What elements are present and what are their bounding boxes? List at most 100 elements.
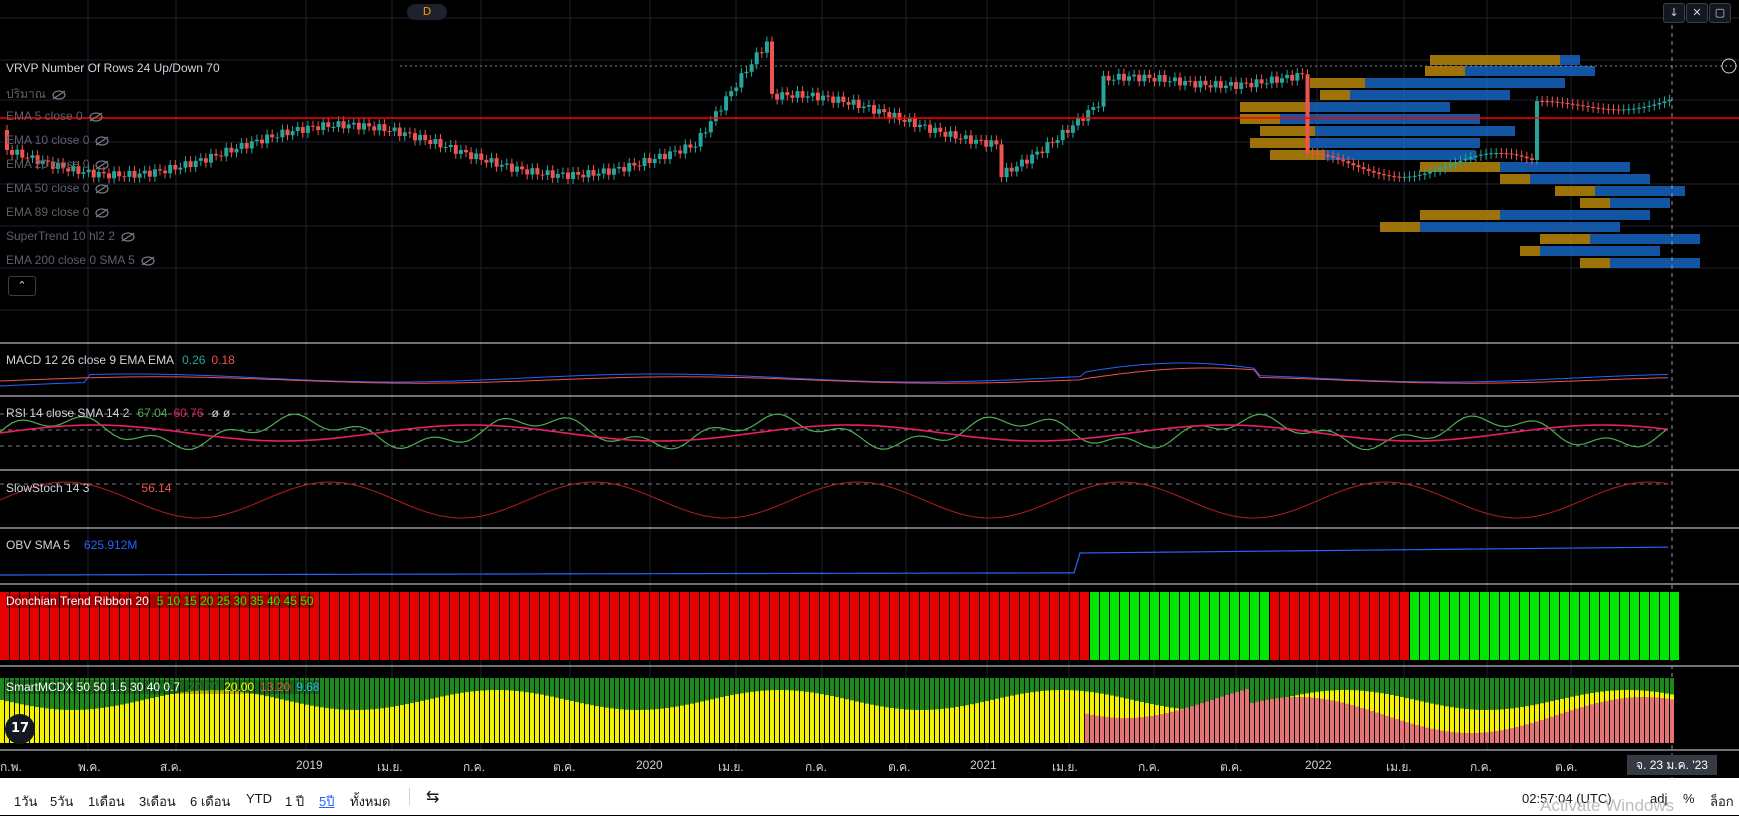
smartmcdx-legend[interactable]: SmartMCDX 50 50 1.5 30 40 0.7 20.00 20.00 1… — [6, 680, 320, 694]
candle-body — [1121, 73, 1126, 81]
macd-legend[interactable]: MACD 12 26 close 9 EMA EMA 0.26 0.18 — [6, 353, 235, 367]
tradingview-logo[interactable]: 17 — [5, 714, 35, 744]
mcdx-yellow-bar — [220, 690, 224, 743]
candle-body — [234, 148, 239, 153]
eye-off-icon[interactable] — [95, 160, 109, 170]
percent-toggle[interactable]: % — [1683, 791, 1695, 806]
donchian-bar — [1550, 592, 1559, 660]
ema89-legend[interactable]: EMA 89 close 0 — [6, 205, 109, 219]
rsi-legend[interactable]: RSI 14 close SMA 14 2 67.04 60.76 ø ø — [6, 406, 230, 420]
ema50-legend[interactable]: EMA 50 close 0 — [6, 181, 109, 195]
mcdx-red-bar — [1610, 699, 1614, 743]
candle-body — [1157, 75, 1162, 82]
candle-body — [198, 158, 203, 161]
candle-body — [1320, 154, 1325, 156]
timeframe-all[interactable]: ทั้งหมด — [350, 794, 391, 809]
donchian-bar — [320, 592, 329, 660]
mcdx-yellow-bar — [390, 706, 394, 743]
ema20-legend[interactable]: EMA 20 close 0 — [6, 157, 109, 171]
donchian-legend[interactable]: Donchian Trend Ribbon 20 5 10 15 20 25 30… — [6, 594, 314, 608]
smartmcdx-label: SmartMCDX 50 50 1.5 30 40 0.7 — [6, 680, 181, 694]
donchian-bar — [530, 592, 539, 660]
stoch-legend[interactable]: SlowStoch 14 3 56.14 — [6, 481, 171, 495]
mcdx-yellow-bar — [1070, 690, 1074, 743]
mcdx-yellow-bar — [285, 700, 289, 743]
mcdx-red-bar — [1205, 701, 1209, 743]
mcdx-yellow-bar — [1420, 701, 1424, 743]
scroll-down-button[interactable]: ↓ — [1663, 3, 1685, 23]
ema200-legend[interactable]: EMA 200 close 0 SMA 5 — [6, 253, 155, 267]
mcdx-yellow-bar — [630, 709, 634, 743]
interval-badge[interactable]: D — [407, 4, 447, 20]
mcdx-red-bar — [1485, 732, 1489, 743]
mcdx-yellow-bar — [165, 694, 169, 743]
obv-legend[interactable]: OBV SMA 5 625.912M — [6, 538, 137, 552]
ema10-legend[interactable]: EMA 10 close 0 — [6, 133, 109, 147]
candle-body — [5, 130, 9, 150]
timeframe-1m[interactable]: 1เดือน — [88, 794, 125, 809]
supertrend-legend[interactable]: SuperTrend 10 hl2 2 — [6, 229, 135, 243]
donchian-bar — [1420, 592, 1429, 660]
candle-body — [1545, 101, 1550, 103]
candle-body — [1055, 140, 1060, 143]
price-chart[interactable] — [0, 0, 1739, 778]
eye-off-icon[interactable] — [95, 136, 109, 146]
candle-body — [657, 153, 662, 159]
timeframe-5y[interactable]: 5ปี — [319, 794, 335, 809]
candle-body — [158, 169, 162, 171]
candle-body — [1499, 153, 1504, 155]
eye-off-icon[interactable] — [121, 232, 135, 242]
mcdx-red-bar — [1295, 697, 1299, 743]
donchian-bar — [330, 592, 339, 660]
eye-off-icon[interactable] — [89, 112, 103, 122]
close-pane-button[interactable]: ✕ — [1686, 3, 1708, 23]
mcdx-red-bar — [1260, 700, 1264, 743]
mcdx-yellow-bar — [1055, 690, 1059, 743]
eye-off-icon[interactable] — [95, 184, 109, 194]
mcdx-red-bar — [1365, 709, 1369, 743]
candle-body — [1336, 157, 1341, 160]
mcdx-yellow-bar — [55, 709, 59, 743]
adj-toggle[interactable]: adj — [1650, 791, 1668, 806]
donchian-bar — [1580, 592, 1589, 660]
compare-icon[interactable]: ⇆ — [426, 789, 440, 806]
mcdx-yellow-bar — [520, 691, 524, 743]
candle-body — [943, 131, 948, 137]
log-toggle[interactable]: ล็อก — [1710, 794, 1734, 809]
candle-body — [637, 165, 642, 167]
timeframe-3m[interactable]: 3เดือน — [139, 794, 176, 809]
candle-body — [336, 121, 341, 128]
maximize-button[interactable]: ▢ — [1709, 3, 1731, 23]
timeframe-ytd[interactable]: YTD — [246, 791, 272, 806]
ema5-legend[interactable]: EMA 5 close 0 — [6, 109, 103, 123]
volume-legend[interactable]: ปริมาณ — [6, 85, 66, 104]
eye-off-icon[interactable] — [95, 208, 109, 218]
utc-clock[interactable]: 02:57:04 (UTC) — [1522, 791, 1612, 806]
candle-body — [948, 131, 953, 137]
mcdx-red-bar — [1325, 699, 1329, 743]
supertrend-label: SuperTrend 10 hl2 2 — [6, 229, 115, 243]
timeframe-1y[interactable]: 1 ปี — [285, 794, 305, 809]
timeframe-5d[interactable]: 5วัน — [50, 794, 74, 809]
smartmcdx-v2: 20.00 — [224, 680, 255, 694]
mcdx-yellow-bar — [375, 708, 379, 743]
vrvp-legend[interactable]: VRVP Number Of Rows 24 Up/Down 70 — [6, 61, 220, 75]
eye-off-icon[interactable] — [52, 90, 66, 100]
eye-off-icon[interactable] — [141, 256, 155, 266]
candle-body — [1229, 82, 1233, 86]
x-axis-label: เม.ย. — [1052, 760, 1078, 774]
mcdx-yellow-bar — [195, 690, 199, 743]
mcdx-red-bar — [1090, 714, 1094, 743]
candle-body — [1086, 109, 1091, 121]
donchian-bar — [490, 592, 499, 660]
donchian-bar — [930, 592, 939, 660]
collapse-legend-button[interactable]: ⌃ — [8, 276, 36, 296]
mcdx-yellow-bar — [570, 701, 574, 743]
mcdx-yellow-bar — [725, 696, 729, 743]
donchian-bar — [1220, 592, 1229, 660]
timeframe-1d[interactable]: 1วัน — [14, 794, 38, 809]
candle-body — [418, 134, 423, 141]
mcdx-yellow-bar — [530, 692, 534, 743]
timeframe-6m[interactable]: 6 เดือน — [190, 794, 231, 809]
mcdx-yellow-bar — [970, 704, 974, 743]
